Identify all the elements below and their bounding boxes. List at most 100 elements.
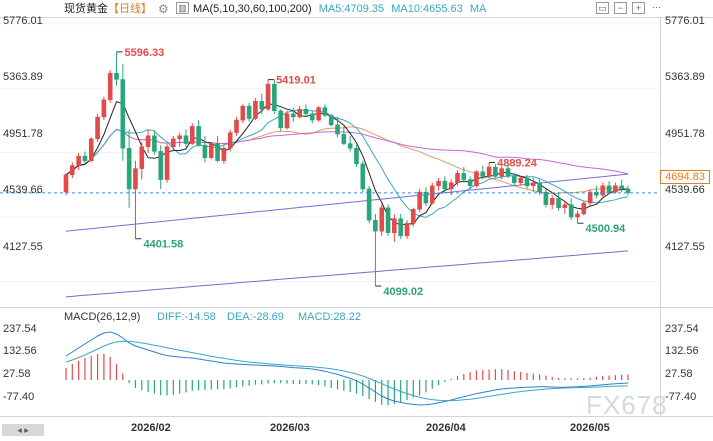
candle <box>568 198 574 221</box>
candle-body <box>600 185 606 196</box>
candle <box>171 135 176 152</box>
candle <box>549 195 555 210</box>
candle <box>442 176 448 193</box>
macd-tick-left-0: 237.54 <box>3 323 37 335</box>
candle <box>341 126 347 146</box>
y-tick-right-4: 4127.55 <box>665 241 705 253</box>
candle <box>562 201 568 214</box>
macd-tick-right-2: 27.58 <box>665 368 693 380</box>
candle <box>379 204 385 236</box>
macd-dea-line <box>65 340 629 402</box>
candle-body <box>524 177 530 187</box>
candle-body <box>164 146 170 180</box>
minus-icon[interactable]: − <box>614 2 627 14</box>
x-tick-1: 2026/03 <box>270 422 310 434</box>
candle-body <box>291 113 296 118</box>
candle-body <box>354 148 359 165</box>
candle-body <box>537 182 542 193</box>
candle <box>246 102 252 122</box>
candle <box>272 79 277 114</box>
more-icon[interactable]: ⋯ <box>650 2 663 14</box>
candle-body <box>429 185 435 204</box>
symbol-name: 现货黄金 <box>64 3 108 15</box>
candle <box>297 106 302 119</box>
candle <box>613 182 618 194</box>
candle <box>234 116 239 136</box>
candle <box>505 165 511 178</box>
plus-icon[interactable]: + <box>632 2 645 14</box>
candle-body <box>227 132 233 149</box>
candle <box>619 179 624 193</box>
candle <box>423 187 429 207</box>
candle-body <box>253 101 258 119</box>
candle-body <box>505 168 511 177</box>
candle-body <box>246 105 252 119</box>
candle-body <box>265 83 271 110</box>
ma-toggle-icon[interactable]: ▥ <box>176 2 189 14</box>
candle-body <box>436 180 441 187</box>
candle-body <box>512 176 517 183</box>
candle-body <box>518 177 523 183</box>
candle-body <box>284 113 290 129</box>
x-tick-0: 2026/02 <box>131 422 171 434</box>
candle-body <box>145 135 151 147</box>
candle <box>429 182 435 205</box>
candle <box>354 145 359 168</box>
candle <box>373 213 378 287</box>
x-tick-3: 2026/05 <box>570 422 610 434</box>
candle-body <box>139 146 145 169</box>
macd-tick-right-1: 132.56 <box>665 345 699 357</box>
candle <box>335 116 340 138</box>
candle <box>227 129 233 152</box>
settings-gear[interactable]: ⚙ <box>158 1 169 17</box>
ma10-line <box>65 109 629 218</box>
price-annotations: 5596.33 5419.01 4889.24 4401.58 4099.02 4500.… <box>116 47 626 298</box>
ma-more-label: MA <box>469 3 487 15</box>
candle-body <box>347 143 353 149</box>
ma-legend: MA(5,10,30,60,100,200) MA5:4709.35 MA10:… <box>193 1 486 17</box>
candle <box>221 145 227 164</box>
candle <box>512 173 517 186</box>
macd-tick-right-0: 237.54 <box>665 323 699 335</box>
macd-tick-right-3: -77.40 <box>665 391 696 403</box>
candle <box>88 137 94 163</box>
y-tick-left-1: 5363.89 <box>3 71 43 83</box>
candle-body <box>316 107 321 121</box>
corner-badge[interactable]: ◂ ▸ <box>2 424 44 436</box>
candle <box>581 201 587 216</box>
y-tick-right-3: 4539.66 <box>665 184 705 196</box>
y-tick-left-2: 4951.78 <box>3 128 43 140</box>
candle-body <box>88 138 94 162</box>
candle <box>600 182 606 197</box>
candle-body <box>196 126 201 146</box>
candle <box>133 160 138 239</box>
candle-body <box>625 188 631 194</box>
candle <box>114 51 119 86</box>
candle-body <box>107 72 113 101</box>
candle <box>259 93 265 114</box>
candle <box>493 163 498 178</box>
candle <box>530 177 536 193</box>
macd-tick-left-1: 132.56 <box>3 345 37 357</box>
candle <box>392 213 397 243</box>
ma200-line <box>65 250 629 298</box>
window-icon[interactable]: ▭ <box>596 2 609 14</box>
annotation-2: 4889.24 <box>497 157 538 169</box>
candle <box>461 167 467 183</box>
candle <box>404 220 410 239</box>
candle-body <box>101 99 107 118</box>
candle <box>480 165 486 180</box>
candle <box>177 132 182 147</box>
gear-icon[interactable]: ⚙ <box>158 2 169 16</box>
candle <box>76 152 81 171</box>
period-selector[interactable]: 【日线】 <box>108 3 152 15</box>
candle <box>126 129 132 208</box>
candle-body <box>215 143 220 162</box>
candle-body <box>221 148 227 162</box>
candle <box>398 213 403 239</box>
candle <box>240 104 246 124</box>
candle <box>467 176 473 189</box>
candle-body <box>341 133 347 144</box>
annotation-0: 5596.33 <box>125 47 165 59</box>
